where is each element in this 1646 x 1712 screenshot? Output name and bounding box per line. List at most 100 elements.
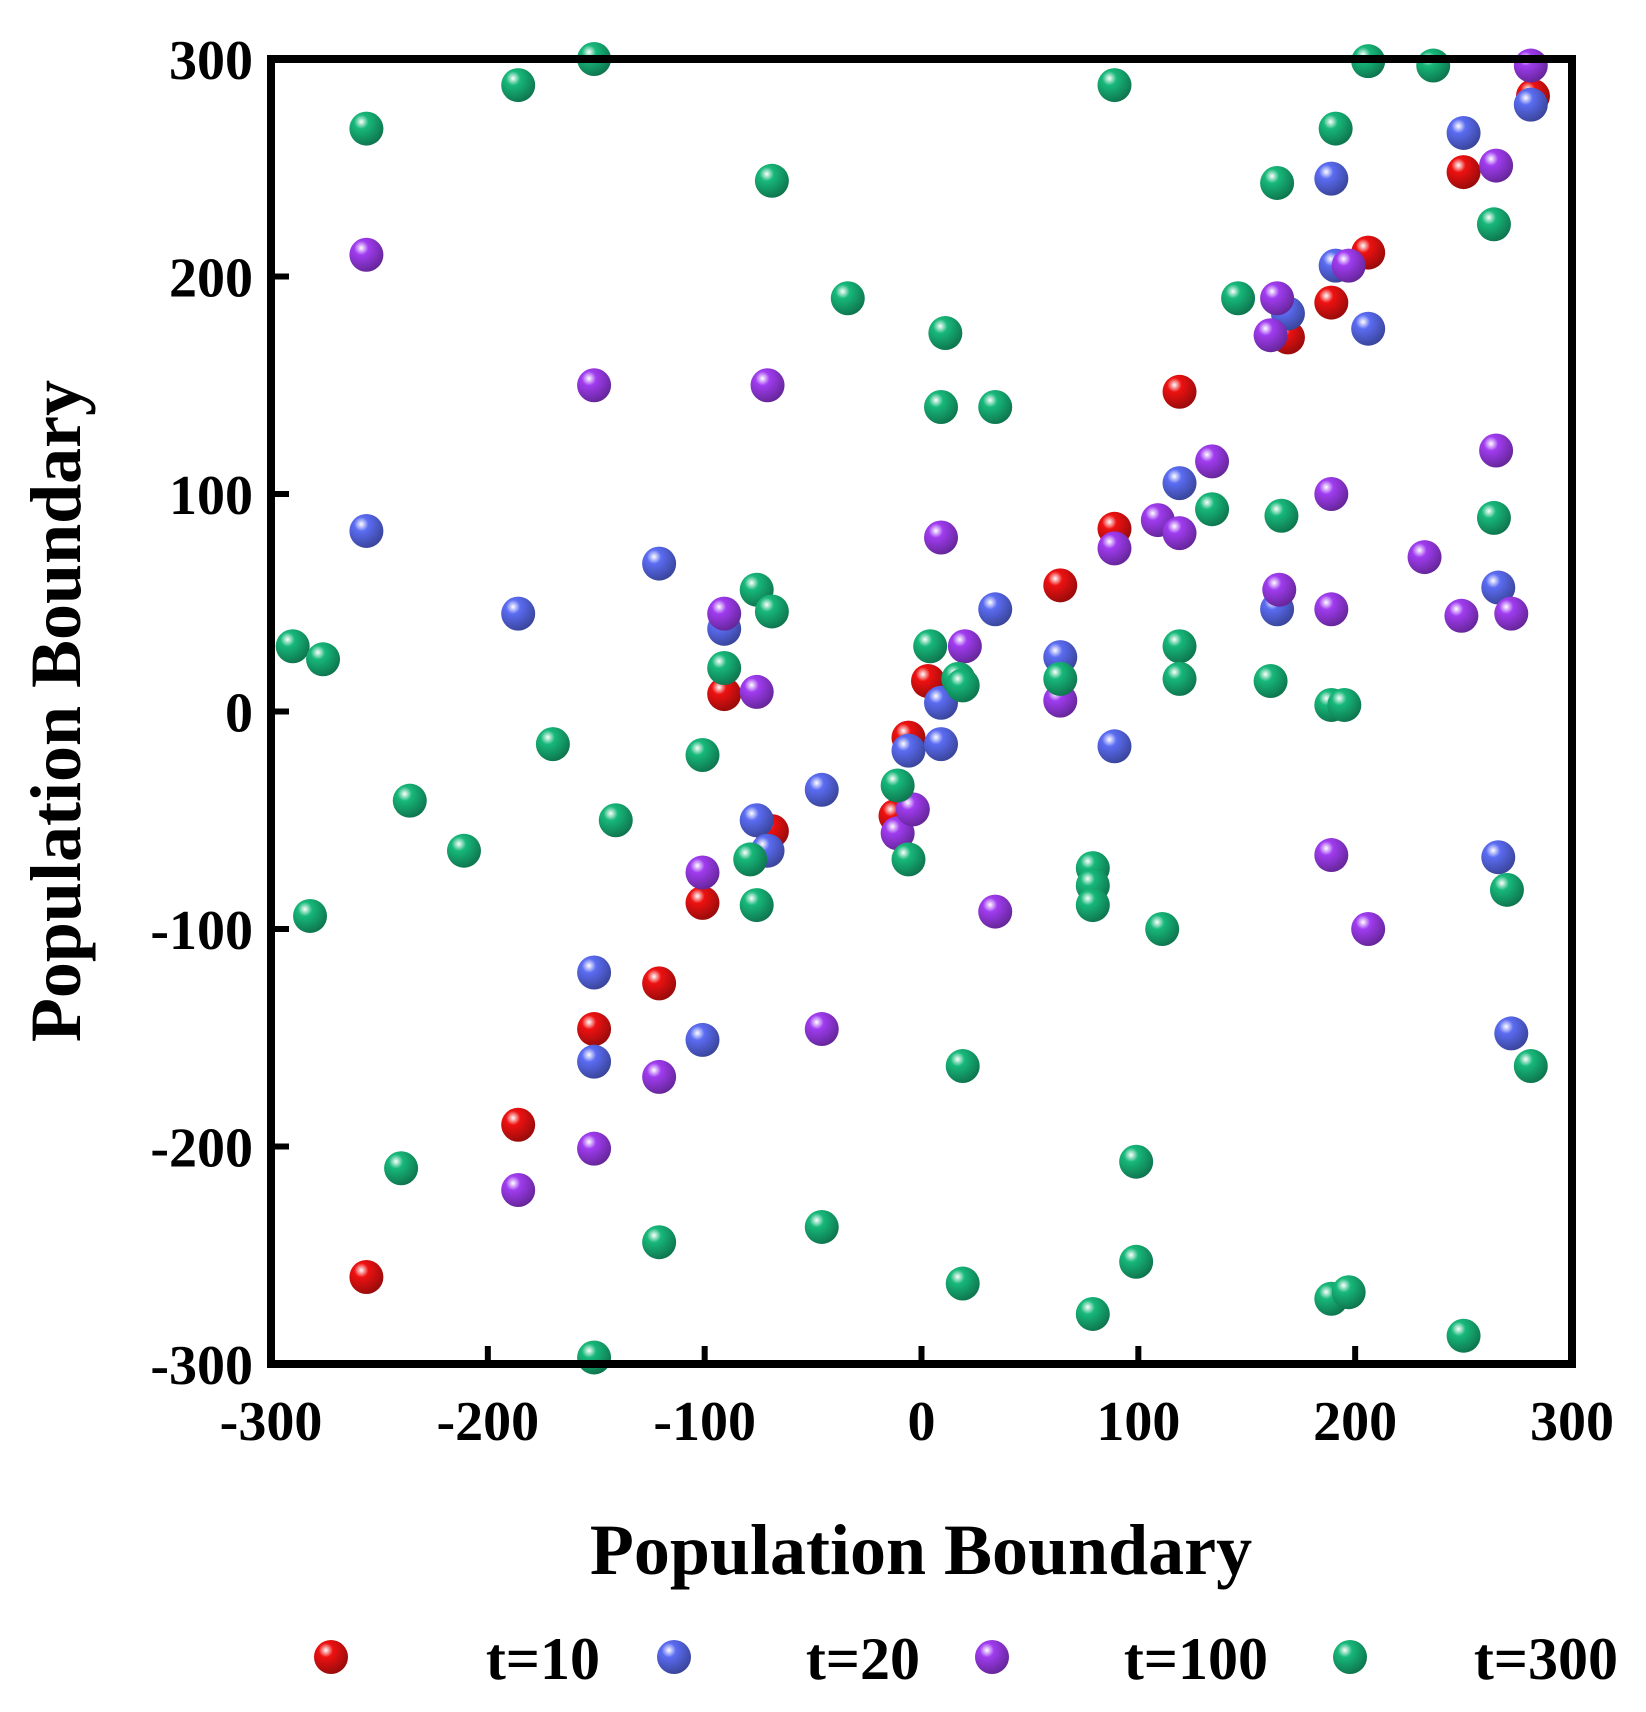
- data-point: [1314, 592, 1349, 627]
- data-point: [707, 651, 742, 685]
- data-point: [1195, 444, 1230, 479]
- data-point: [739, 803, 774, 838]
- data-point: [1513, 1049, 1548, 1084]
- data-point: [1097, 729, 1132, 764]
- data-point: [1351, 912, 1386, 946]
- data-point: [642, 1225, 677, 1260]
- legend-item-t=100: t=100: [975, 1626, 1268, 1692]
- data-point: [349, 1260, 384, 1294]
- data-point: [1481, 570, 1516, 605]
- data-point: [1444, 598, 1479, 633]
- x-tick-label: -100: [653, 1391, 756, 1453]
- data-point: [1513, 48, 1548, 83]
- data-point: [739, 888, 774, 923]
- legend-marker: [657, 1640, 691, 1674]
- data-point: [1314, 838, 1349, 873]
- legend-label: t=20: [806, 1626, 920, 1692]
- data-point: [754, 594, 789, 629]
- data-point: [880, 768, 915, 803]
- data-point: [1253, 318, 1288, 353]
- x-axis: -300 -200 -100 0 100 200 300: [220, 1346, 1614, 1453]
- x-axis-title: Population Boundary: [590, 1510, 1252, 1590]
- data-point: [978, 894, 1013, 929]
- data-point: [1314, 477, 1349, 511]
- legend-label: t=10: [486, 1626, 600, 1692]
- data-point: [1119, 1144, 1154, 1179]
- data-point: [1195, 492, 1230, 527]
- legend-item-t=10: t=10: [314, 1626, 600, 1692]
- data-point: [978, 592, 1013, 627]
- x-tick-label: 0: [908, 1391, 936, 1453]
- data-point: [707, 677, 742, 712]
- data-point: [535, 727, 570, 762]
- y-tick-label: -100: [150, 900, 253, 962]
- data-point: [945, 668, 980, 703]
- data-point: [804, 772, 839, 807]
- data-point: [978, 390, 1013, 424]
- data-point: [1262, 572, 1297, 607]
- data-point: [642, 1059, 677, 1094]
- data-point: [891, 842, 926, 877]
- y-tick-label: -200: [150, 1118, 253, 1180]
- data-point: [577, 368, 612, 403]
- data-point: [501, 68, 536, 103]
- data-point: [891, 733, 926, 768]
- data-point: [707, 596, 742, 631]
- legend-item-t=20: t=20: [657, 1626, 920, 1692]
- data-point: [924, 390, 959, 424]
- data-point: [1494, 1016, 1529, 1051]
- legend-item-t=300: t=300: [1333, 1626, 1618, 1692]
- data-point: [577, 955, 612, 990]
- data-point: [1145, 912, 1180, 946]
- legend-marker: [1333, 1640, 1367, 1674]
- series-t=20: [349, 87, 1548, 1079]
- data-point: [1481, 840, 1516, 875]
- data-point: [306, 642, 341, 677]
- data-point: [947, 629, 982, 664]
- data-point: [577, 1131, 612, 1166]
- data-point: [685, 885, 720, 920]
- x-tick-label: -300: [220, 1391, 323, 1453]
- data-point: [1479, 148, 1514, 183]
- data-point: [384, 1151, 419, 1186]
- legend-label: t=300: [1474, 1626, 1618, 1692]
- x-tick-label: 200: [1313, 1391, 1397, 1453]
- data-point: [275, 629, 310, 664]
- data-point: [577, 1012, 612, 1047]
- data-point: [501, 1107, 536, 1142]
- data-point: [501, 596, 536, 631]
- data-point: [1351, 311, 1386, 346]
- data-point: [1318, 111, 1353, 146]
- data-point: [1476, 207, 1511, 242]
- data-point: [804, 1012, 839, 1047]
- data-point: [1075, 888, 1110, 923]
- data-point: [293, 898, 328, 933]
- data-point: [577, 1044, 612, 1079]
- y-axis-title: Population Boundary: [16, 380, 96, 1042]
- legend-label: t=100: [1124, 1626, 1268, 1692]
- data-point: [1327, 687, 1362, 722]
- data-point: [1416, 48, 1451, 83]
- data-point: [1264, 498, 1299, 533]
- y-tick-label: 300: [169, 30, 253, 92]
- legend: t=10 t=20 t=100 t=300: [314, 1626, 1618, 1692]
- x-tick-label: -200: [437, 1391, 540, 1453]
- data-point: [928, 316, 963, 351]
- data-point: [1331, 1275, 1366, 1310]
- data-point: [349, 111, 384, 146]
- data-points: [275, 42, 1550, 1375]
- data-point: [754, 163, 789, 198]
- series-t=100: [349, 48, 1548, 1207]
- y-tick-label: 0: [225, 683, 253, 745]
- data-point: [1314, 285, 1349, 320]
- data-point: [733, 842, 768, 877]
- data-point: [1446, 115, 1481, 150]
- data-point: [1446, 1318, 1481, 1353]
- data-point: [1043, 661, 1078, 696]
- data-point: [1314, 161, 1349, 196]
- data-point: [1253, 664, 1288, 699]
- data-point: [642, 546, 677, 581]
- data-point: [1043, 568, 1078, 603]
- data-point: [598, 803, 633, 838]
